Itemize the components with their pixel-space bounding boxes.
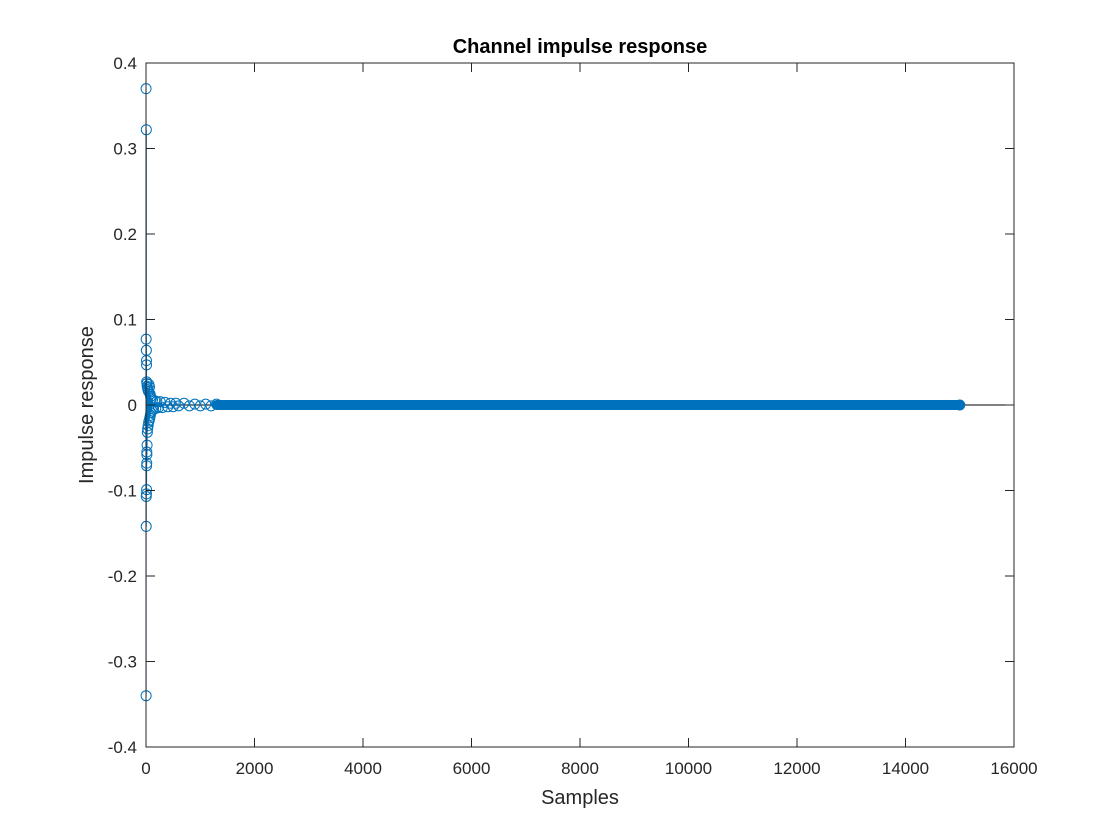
data-point	[141, 457, 153, 469]
x-ticks: 0 2000 4000 6000 8000 10000 12000 14000 16000	[141, 63, 1038, 778]
data-point	[211, 398, 223, 410]
y-tick-label: 0.4	[113, 54, 137, 73]
dense-band-layer	[211, 399, 966, 411]
x-tick-label: 16000	[990, 759, 1037, 778]
y-tick-label: -0.1	[108, 482, 137, 501]
data-point	[141, 460, 153, 472]
y-tick-label: 0.1	[113, 311, 137, 330]
x-tick-label: 4000	[344, 759, 382, 778]
x-tick-label: 0	[141, 759, 150, 778]
data-point	[142, 423, 154, 435]
data-point	[183, 400, 195, 412]
data-point	[142, 420, 154, 432]
data-point	[141, 439, 153, 451]
data-point	[200, 398, 212, 410]
data-point	[189, 398, 201, 410]
x-axis-label: Samples	[541, 787, 619, 809]
x-tick-label: 2000	[236, 759, 274, 778]
dense-marker-band	[211, 400, 965, 410]
y-tick-label: -0.3	[108, 653, 137, 672]
y-axis-label: Impulse response	[76, 326, 98, 484]
data-point	[170, 397, 182, 409]
data-point	[141, 446, 153, 458]
y-ticks: -0.4 -0.3 -0.2 -0.1 0 0.1 0.2 0.3 0.4	[108, 54, 1014, 757]
data-point	[141, 449, 153, 461]
y-tick-label: 0.2	[113, 225, 137, 244]
data-point	[151, 396, 163, 408]
data-point	[178, 397, 190, 409]
data-point	[141, 359, 153, 371]
data-point	[194, 400, 206, 412]
data-point	[154, 396, 166, 408]
data-point	[141, 484, 153, 496]
data-point	[164, 397, 176, 409]
x-tick-label: 12000	[773, 759, 820, 778]
y-tick-label: 0	[128, 396, 137, 415]
x-tick-label: 14000	[882, 759, 929, 778]
data-point	[167, 401, 179, 413]
chart-title: Channel impulse response	[453, 36, 708, 58]
y-tick-label: 0.3	[113, 140, 137, 159]
data-point	[954, 399, 966, 411]
data-point	[173, 400, 185, 412]
x-tick-label: 6000	[453, 759, 491, 778]
y-tick-label: -0.4	[108, 738, 137, 757]
data-point	[205, 400, 217, 412]
x-tick-label: 8000	[561, 759, 599, 778]
y-tick-label: -0.2	[108, 567, 137, 586]
x-tick-label: 10000	[665, 759, 712, 778]
